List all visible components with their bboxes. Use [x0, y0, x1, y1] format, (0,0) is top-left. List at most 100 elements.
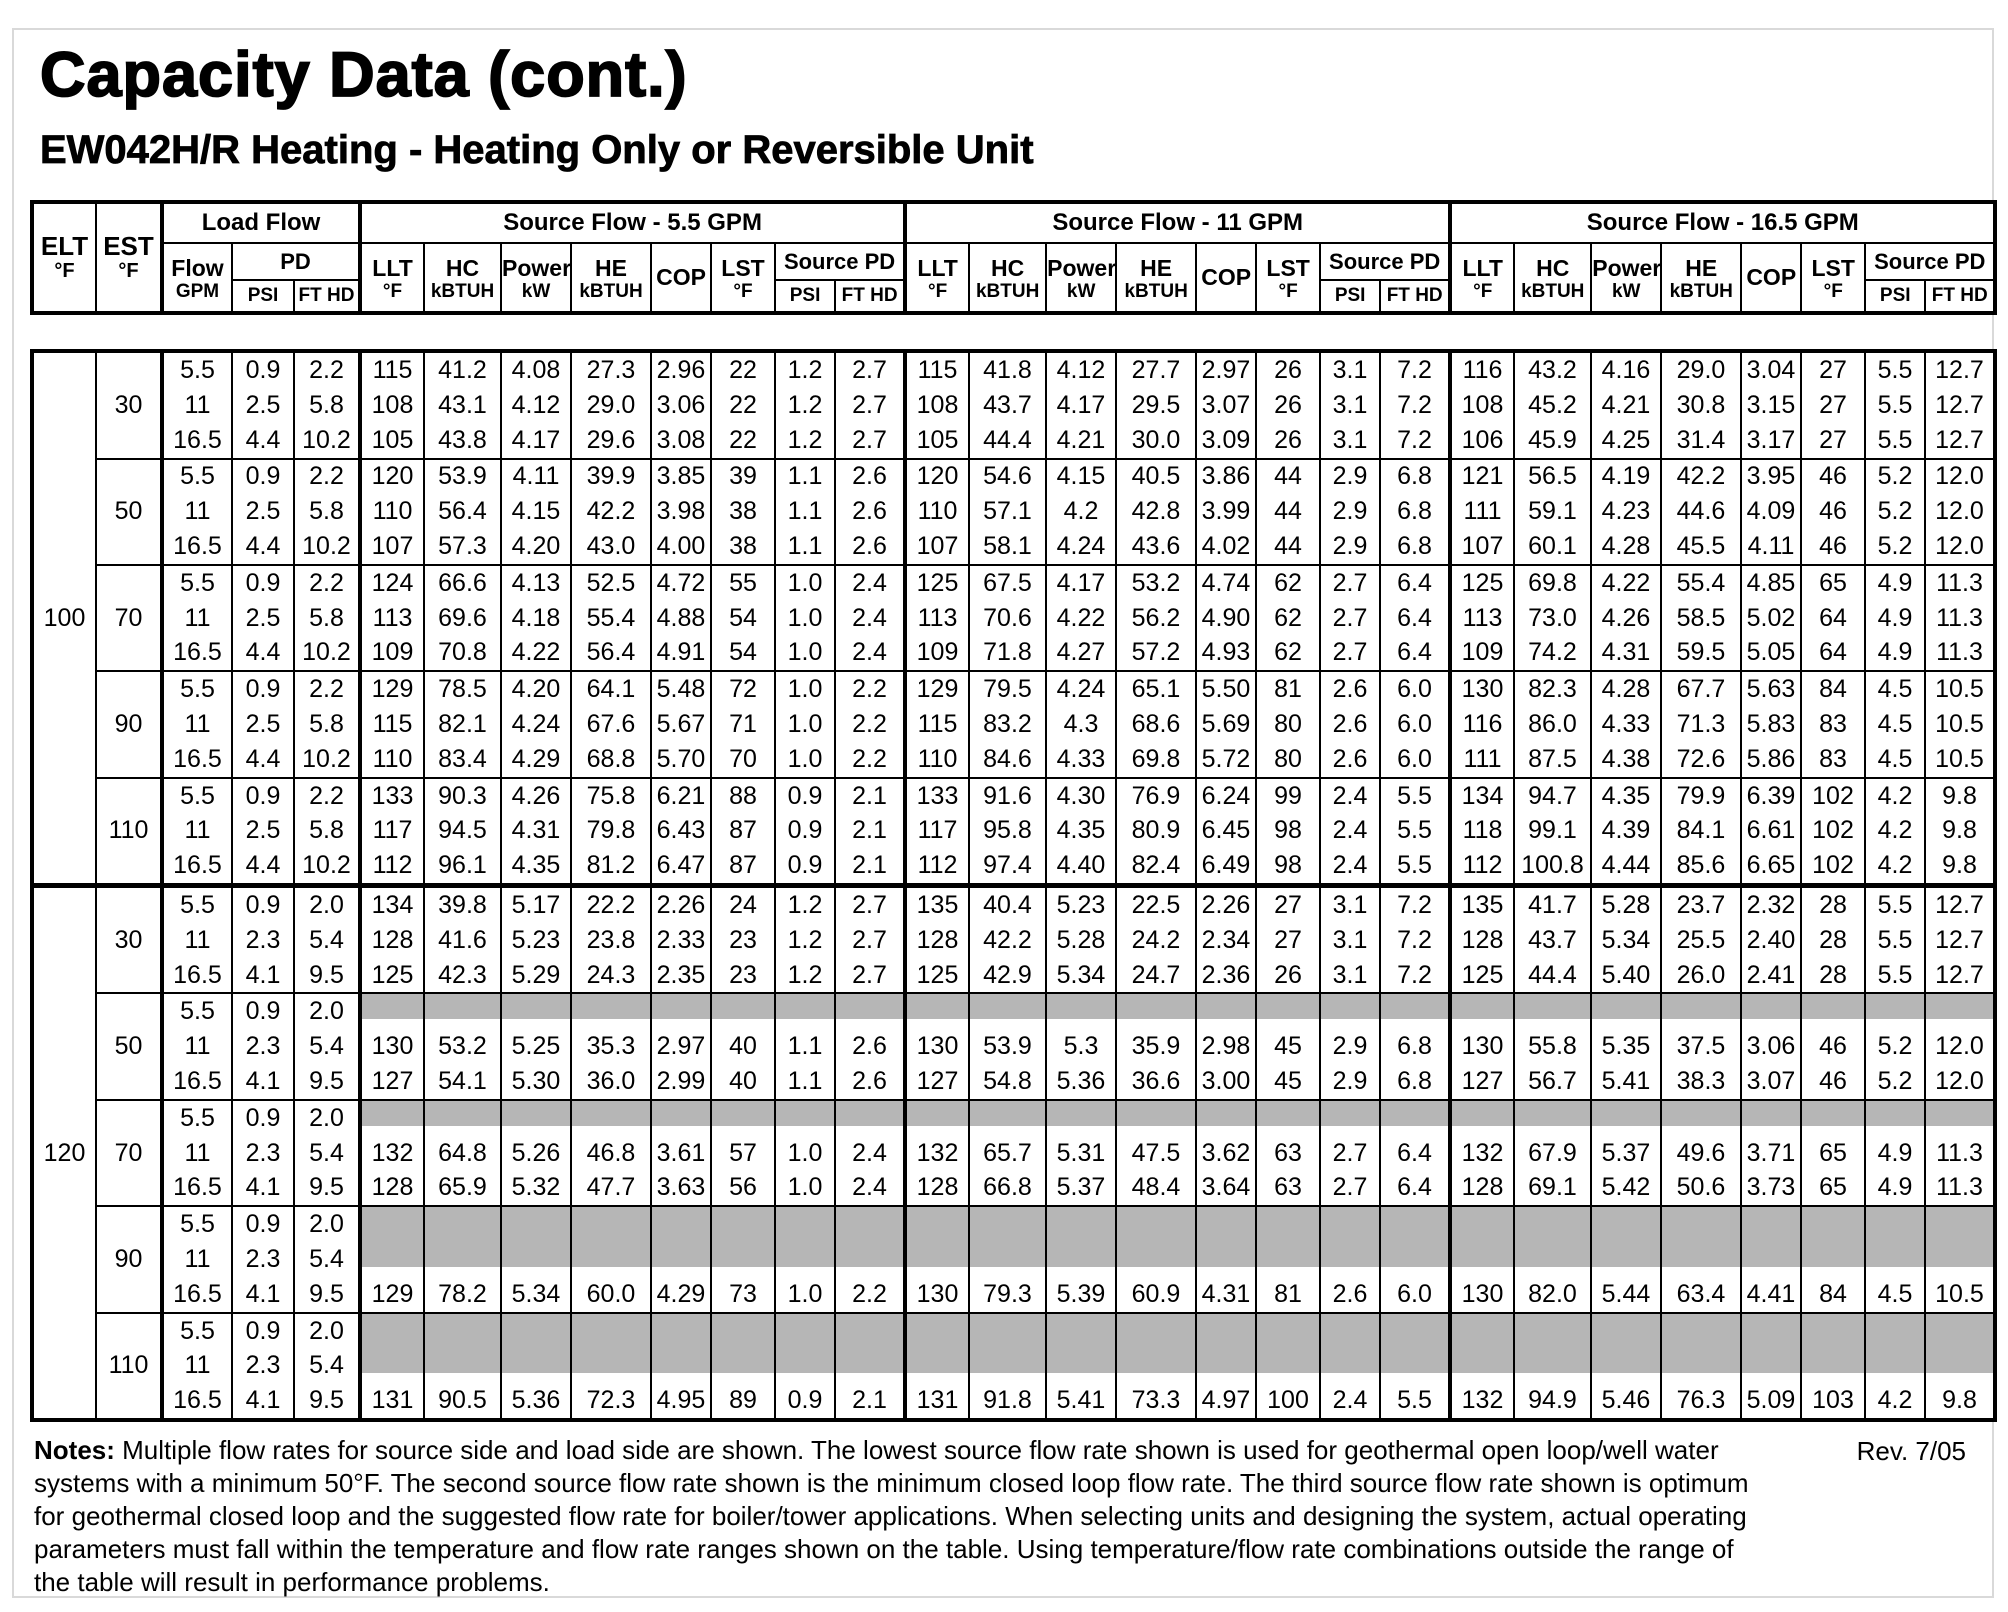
blank-cell	[774, 992, 835, 1030]
header-s3-lst: LST °F	[1800, 242, 1867, 315]
cell-s1-ft-hd: 2.6	[834, 457, 905, 495]
cell-s1-lst: 54	[710, 600, 775, 636]
cell-s1-he: 23.8	[570, 922, 651, 958]
cell-ft: 5.8	[293, 707, 360, 742]
header-s3-psi: PSI	[1864, 279, 1927, 315]
cell-s3-ft-hd: 10.5	[1924, 1276, 1995, 1313]
cell-ft: 9.5	[293, 1064, 360, 1100]
header-est-unit: °F	[118, 260, 139, 283]
cell-s2-he: 80.9	[1115, 813, 1196, 849]
table-row: 11 2.5 5.8 115 82.1 4.24 67.6 5.67 71 1.0 2.2 115 83…	[32, 707, 1995, 742]
blank-cell	[1045, 1311, 1116, 1349]
cell-s1-llt: 113	[358, 600, 424, 636]
cell-s3-ft-hd: 12.0	[1924, 529, 1995, 565]
header-s1-he-label: HE	[595, 254, 627, 281]
header-s1-llt-label: LLT	[372, 254, 413, 281]
table-row: 120 30 5.5 0.9 2.0 134 39.8 5.17 22.2 2.26 24 1.2 2.…	[31, 883, 1995, 1421]
blank-cell	[968, 1205, 1046, 1243]
cell-s2-hc: 79.3	[968, 1276, 1046, 1313]
blank-cell	[774, 1205, 835, 1243]
cell-s3-psi: 5.2	[1864, 1029, 1925, 1065]
cell-s3-cop: 2.40	[1740, 922, 1801, 958]
cell-s3-ft-hd: 11.3	[1924, 635, 1995, 672]
cell-s3-he: 42.2	[1660, 457, 1741, 495]
cell-s2-psi: 2.4	[1319, 776, 1380, 814]
cell-s2-ft-hd: 7.2	[1379, 883, 1450, 923]
cell-s1-lst: 38	[710, 494, 775, 530]
header-source-flow-5-5: Source Flow - 5.5 GPM	[358, 201, 907, 245]
cell-s2-power: 4.21	[1045, 422, 1116, 459]
cell-s2-power: 4.3	[1045, 707, 1116, 742]
cell-s3-llt: 116	[1448, 707, 1514, 742]
blank-cell	[1800, 1311, 1865, 1349]
header-s1-cop: COP	[650, 242, 713, 315]
header-s3-hc-unit: kBTUH	[1521, 280, 1585, 302]
blank-cell	[1045, 1348, 1116, 1384]
blank-cell	[570, 1098, 651, 1136]
header-s3-cop: COP	[1740, 242, 1803, 315]
cell-s1-ft-hd: 2.7	[834, 922, 905, 958]
cell-s1-psi: 1.0	[774, 600, 835, 636]
blank-cell	[650, 1205, 711, 1243]
cell-s2-llt: 112	[903, 848, 969, 886]
cell-flow: 16.5	[160, 1383, 232, 1421]
blank-cell	[1740, 1205, 1801, 1243]
cell-ft: 2.0	[293, 1098, 360, 1136]
cell-s1-he: 27.3	[570, 350, 651, 388]
cell-s1-lst: 23	[710, 957, 775, 994]
blank-cell	[774, 1348, 835, 1384]
cell-ft: 10.2	[293, 741, 360, 778]
cell-s2-hc: 43.7	[968, 387, 1046, 423]
cell-ft: 2.2	[293, 776, 360, 814]
cell-s1-hc: 82.1	[423, 707, 501, 742]
blank-cell	[1740, 992, 1801, 1030]
cell-s2-lst: 26	[1255, 957, 1320, 994]
cell-s1-cop: 2.26	[650, 883, 711, 923]
cell-s3-hc: 87.5	[1513, 741, 1591, 778]
cell-s1-he: 67.6	[570, 707, 651, 742]
cell-s2-cop: 3.86	[1195, 457, 1256, 495]
cell-s1-llt: 110	[358, 741, 424, 778]
cell-s1-cop: 4.72	[650, 563, 711, 601]
cell-s3-cop: 3.04	[1740, 350, 1801, 388]
cell-s2-lst: 45	[1255, 1064, 1320, 1100]
cell-s3-he: 26.0	[1660, 957, 1741, 994]
cell-s3-cop: 2.41	[1740, 957, 1801, 994]
cell-s1-ft-hd: 2.4	[834, 1170, 905, 1207]
cell-s1-he: 29.0	[570, 387, 651, 423]
cell-s3-lst: 102	[1800, 813, 1865, 849]
header-s3-source-pd: Source PD	[1864, 242, 1997, 282]
header-elt-label: ELT	[40, 230, 89, 261]
cell-s2-ft-hd: 6.4	[1379, 1170, 1450, 1207]
cell-s3-ft-hd: 12.7	[1924, 422, 1995, 459]
cell-s3-psi: 5.5	[1864, 350, 1925, 388]
est-value: 90	[95, 670, 162, 778]
blank-cell	[1864, 1242, 1925, 1277]
cell-s2-he: 40.5	[1115, 457, 1196, 495]
cell-s3-llt: 132	[1448, 1383, 1514, 1421]
cell-psi: 4.4	[231, 635, 294, 672]
cell-s1-power: 5.34	[500, 1276, 571, 1313]
cell-s3-llt: 121	[1448, 457, 1514, 495]
cell-s2-ft-hd: 6.8	[1379, 494, 1450, 530]
table-row: 11 2.3 5.4	[32, 1348, 1995, 1384]
blank-cell	[1800, 1242, 1865, 1277]
cell-s2-llt: 127	[903, 1064, 969, 1100]
cell-s2-lst: 99	[1255, 776, 1320, 814]
cell-s1-cop: 3.85	[650, 457, 711, 495]
blank-cell	[1590, 1098, 1661, 1136]
cell-psi: 4.4	[231, 848, 294, 886]
cell-s2-ft-hd: 6.4	[1379, 563, 1450, 601]
cell-s3-cop: 4.41	[1740, 1276, 1801, 1313]
cell-s3-lst: 65	[1800, 563, 1865, 601]
cell-s3-psi: 4.9	[1864, 635, 1925, 672]
cell-s2-power: 5.23	[1045, 883, 1116, 923]
blank-cell	[1045, 992, 1116, 1030]
cell-s2-ft-hd: 7.2	[1379, 422, 1450, 459]
header-row-units: PSI FT HD PSI FT HD PSI FT HD PSI FT HD	[32, 279, 1997, 315]
cell-s1-llt: 115	[358, 350, 424, 388]
cell-s3-hc: 94.9	[1513, 1383, 1591, 1421]
cell-s3-lst: 27	[1800, 387, 1865, 423]
cell-s3-ft-hd: 10.5	[1924, 707, 1995, 742]
cell-s1-hc: 90.5	[423, 1383, 501, 1421]
